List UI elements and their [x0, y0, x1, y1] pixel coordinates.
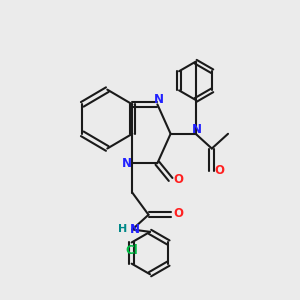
- Text: O: O: [173, 173, 183, 186]
- Text: N: N: [130, 223, 140, 236]
- Text: N: N: [122, 157, 132, 170]
- Text: O: O: [173, 207, 183, 220]
- Text: N: N: [154, 93, 164, 106]
- Text: O: O: [214, 164, 224, 177]
- Text: Cl: Cl: [125, 244, 138, 257]
- Text: H: H: [118, 224, 128, 235]
- Text: N: N: [192, 124, 202, 136]
